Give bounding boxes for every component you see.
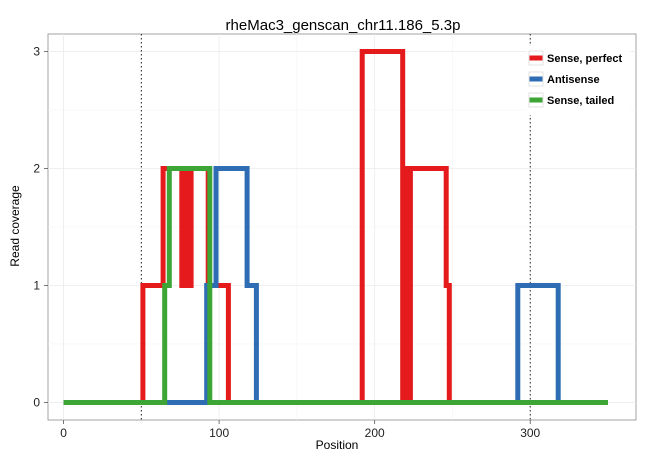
series-line-0 bbox=[63, 49, 608, 405]
y-tick-label: 0 bbox=[33, 395, 40, 409]
chart-title: rheMac3_genscan_chr11.186_5.3p bbox=[226, 17, 461, 34]
x-tick-label: 300 bbox=[520, 426, 540, 440]
legend-label: Antisense bbox=[547, 74, 600, 86]
legend-background bbox=[526, 46, 630, 115]
x-tick-label: 100 bbox=[209, 426, 229, 440]
y-axis-label: Read coverage bbox=[8, 185, 22, 267]
legend-label: Sense, perfect bbox=[547, 53, 623, 65]
x-axis-ticks: 0 100 200 300 bbox=[60, 420, 541, 440]
legend: Sense, perfect Antisense Sense, tailed bbox=[526, 46, 630, 115]
y-axis-ticks: 0 1 2 3 bbox=[33, 45, 48, 409]
x-tick-label: 0 bbox=[60, 426, 67, 440]
legend-key-swatch bbox=[529, 76, 543, 82]
legend-key-swatch bbox=[529, 55, 543, 61]
legend-key-swatch bbox=[529, 97, 543, 103]
x-tick-label: 200 bbox=[365, 426, 385, 440]
y-tick-label: 3 bbox=[33, 45, 40, 59]
y-tick-label: 1 bbox=[33, 278, 40, 292]
y-tick-label: 2 bbox=[33, 162, 40, 176]
legend-label: Sense, tailed bbox=[547, 95, 614, 107]
x-axis-label: Position bbox=[316, 438, 359, 452]
series-lines bbox=[63, 49, 608, 405]
series-line-2 bbox=[63, 166, 608, 405]
